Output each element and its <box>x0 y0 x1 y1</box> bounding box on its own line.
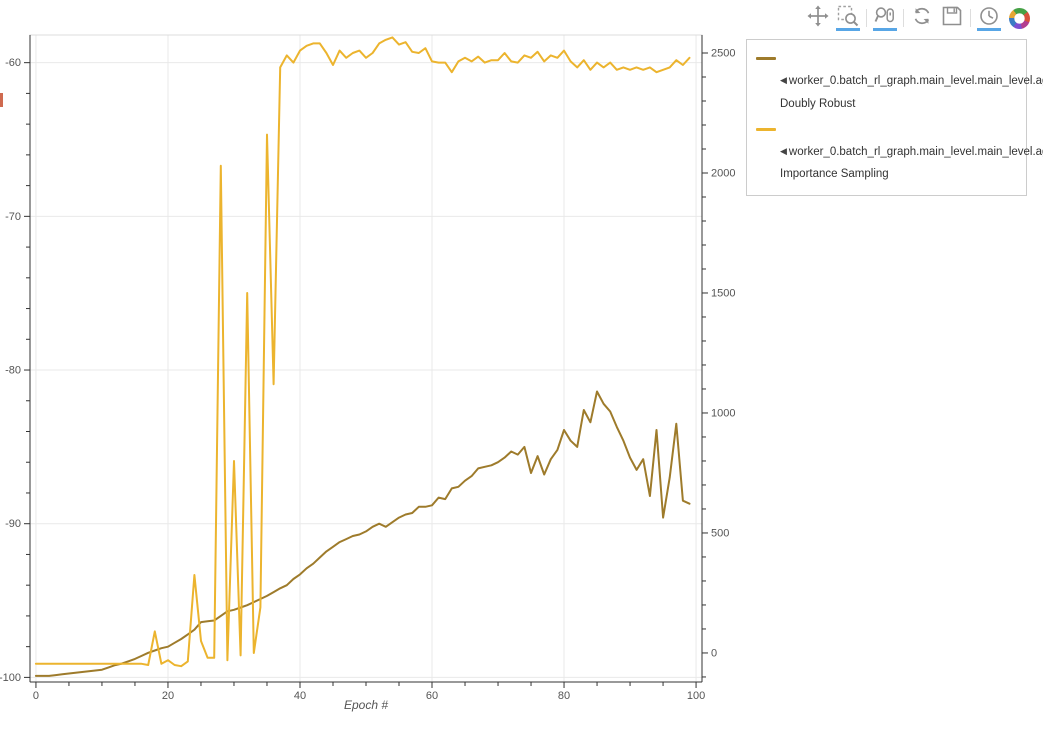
legend-entry[interactable]: ◀ worker_0.batch_rl_graph.main_level.main… <box>756 48 1043 115</box>
y-tick-label: -90 <box>5 518 21 530</box>
legend-panel: ◀ worker_0.batch_rl_graph.main_level.main… <box>746 39 1043 196</box>
y-tick-label: -60 <box>5 57 21 69</box>
hover-tool-button[interactable] <box>977 4 1001 31</box>
y-tick-label: -70 <box>5 211 21 223</box>
y-tick-label: 2500 <box>711 47 735 59</box>
y-tick-label: 500 <box>711 527 729 539</box>
box-zoom-icon <box>837 5 859 27</box>
toolbar-separator <box>903 8 904 27</box>
pan-icon <box>807 5 829 27</box>
x-tick-label: 0 <box>33 690 39 702</box>
clipped-axis-label-fragment <box>0 93 3 107</box>
plot-frame <box>29 34 703 683</box>
x-axis-title: Epoch # <box>343 698 389 712</box>
toolbar-separator <box>970 8 971 27</box>
series-line-1 <box>34 36 691 668</box>
bokeh-logo-button[interactable] <box>1007 4 1031 31</box>
y-tick-label: 0 <box>711 647 717 659</box>
y-tick-label: 1500 <box>711 287 735 299</box>
legend-label: worker_0.batch_rl_graph.main_level.main_… <box>780 145 1043 181</box>
series-line-0 <box>34 390 691 677</box>
x-tick-label: 80 <box>558 690 570 702</box>
series-marker-icon: ◀ <box>780 75 787 86</box>
save-tool-button[interactable] <box>940 4 964 31</box>
hover-icon <box>980 7 998 25</box>
wheel-zoom-icon <box>874 7 894 23</box>
y-tick-label: -100 <box>0 672 21 684</box>
y-tick-label: 2000 <box>711 167 735 179</box>
bokeh-logo-icon <box>1008 7 1030 29</box>
legend-label: worker_0.batch_rl_graph.main_level.main_… <box>780 75 1043 110</box>
y-tick-label: 1000 <box>711 407 735 419</box>
reset-icon <box>914 7 930 25</box>
series-marker-icon: ◀ <box>780 145 787 156</box>
toolbar-separator <box>866 8 867 27</box>
wheel-zoom-tool-button[interactable] <box>873 4 897 31</box>
y-tick-label: -80 <box>5 365 21 377</box>
legend-entry[interactable]: ◀ worker_0.batch_rl_graph.main_level.main… <box>756 118 1043 185</box>
save-icon <box>942 6 962 26</box>
reset-tool-button[interactable] <box>910 4 934 31</box>
x-tick-label: 60 <box>426 690 438 702</box>
plot-toolbar <box>806 4 1031 31</box>
series-color-swatch <box>756 57 776 61</box>
box-zoom-tool-button[interactable] <box>836 4 860 31</box>
pan-tool-button[interactable] <box>806 4 830 31</box>
x-tick-label: 20 <box>162 690 174 702</box>
series-color-swatch <box>756 127 776 131</box>
x-tick-label: 40 <box>294 690 306 702</box>
x-tick-label: 100 <box>687 690 705 702</box>
